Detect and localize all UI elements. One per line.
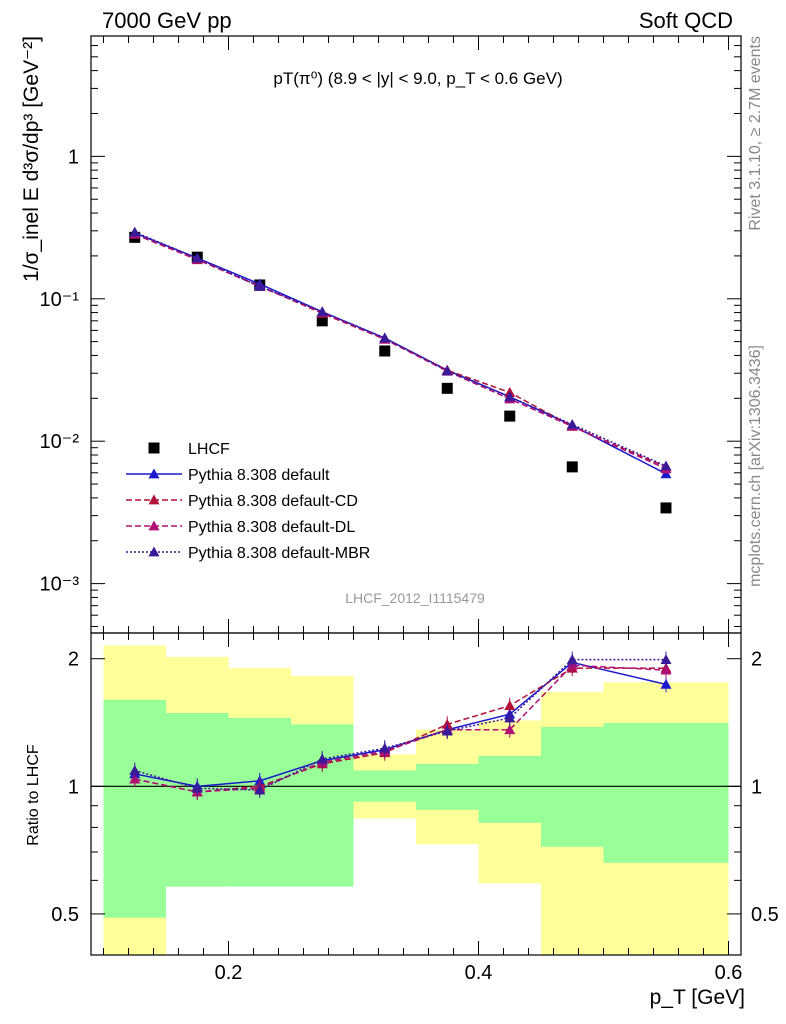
legend-marker	[148, 520, 160, 531]
header-right: Soft QCD	[639, 8, 733, 33]
data-point	[316, 315, 328, 327]
header-left: 7000 GeV pp	[102, 8, 232, 33]
series-3	[129, 228, 672, 474]
ratio-point	[379, 742, 391, 753]
data-point	[379, 332, 391, 343]
ratio-y-tick-label-right: 2	[751, 649, 762, 671]
ratio-point	[254, 784, 266, 795]
data-point	[441, 365, 453, 376]
ratio-point	[191, 782, 203, 793]
inner-band	[478, 755, 541, 823]
x-axis-label: p_T [GeV]	[650, 986, 745, 1009]
main-title: pT(π⁰) (8.9 < |y| < 9.0, p_T < 0.6 GeV)	[273, 69, 562, 88]
side-label-top: Rivet 3.1.10, ≥ 2.7M events	[747, 36, 764, 231]
x-tick-label: 0.4	[465, 962, 493, 984]
ratio-point	[316, 753, 328, 764]
ratio-y-tick-label-right: 1	[751, 776, 762, 798]
ratio-point	[566, 654, 578, 665]
legend-item: Pythia 8.308 default	[126, 467, 330, 484]
series-4	[129, 226, 672, 471]
ratio-point	[129, 773, 141, 784]
x-tick-label: 0.2	[215, 962, 243, 984]
legend-marker	[148, 442, 160, 454]
y-tick-label: 10⁻³	[40, 574, 80, 596]
inner-band	[291, 724, 354, 887]
series-line	[134, 232, 667, 475]
legend-item: Pythia 8.308 default-CD	[126, 493, 358, 510]
legend-label: Pythia 8.308 default	[188, 467, 330, 484]
main-frame	[90, 35, 742, 634]
legend-marker	[148, 494, 160, 505]
data-point	[379, 345, 391, 357]
y-tick-label: 10⁻²	[40, 431, 80, 453]
data-point	[660, 460, 672, 471]
ratio-panel: 0.5 0.5 1 1 2 2 0.2 0.4 0.6	[51, 632, 779, 984]
main-ylabel: 1/σ_inel E d³σ/dp³ [GeV⁻²]	[20, 36, 43, 282]
inner-band	[228, 717, 291, 887]
data-point	[504, 391, 516, 402]
data-point	[660, 502, 672, 514]
legend-item: Pythia 8.308 default-DL	[126, 519, 355, 536]
data-point	[316, 306, 328, 317]
legend: LHCF Pythia 8.308 default Pythia 8.308 def…	[126, 441, 370, 562]
legend-label: LHCF	[188, 441, 230, 458]
y-tick-label: 1	[68, 146, 79, 168]
inner-band	[103, 699, 166, 918]
series-line	[134, 233, 667, 470]
data-point	[504, 410, 516, 422]
ratio-y-tick-label-right: 0.5	[751, 904, 779, 926]
ratio-point	[441, 725, 453, 736]
ratio-point	[660, 654, 672, 665]
x-tick-label: 0.6	[715, 962, 743, 984]
inner-band	[603, 723, 729, 863]
legend-label: Pythia 8.308 default-CD	[188, 493, 358, 510]
ratio-frame	[90, 632, 742, 956]
data-point	[191, 252, 203, 263]
data-point	[254, 280, 266, 291]
data-point	[129, 226, 141, 237]
ratio-point	[504, 724, 516, 735]
data-point	[566, 461, 578, 473]
data-point	[566, 418, 578, 429]
legend-label: Pythia 8.308 default-MBR	[188, 545, 370, 562]
legend-item: Pythia 8.308 default-MBR	[126, 545, 370, 562]
y-tick-label: 10⁻¹	[40, 289, 80, 311]
watermark: LHCF_2012_I1115479	[345, 590, 485, 606]
ratio-y-tick-label: 0.5	[51, 904, 79, 926]
data-point	[660, 468, 672, 479]
ratio-point	[504, 700, 516, 711]
ratio-point	[660, 678, 672, 689]
side-label-bottom: mcplots.cern.ch [arXiv:1306.3436]	[747, 345, 764, 587]
ratio-y-tick-label: 2	[68, 649, 79, 671]
ratio-point	[504, 712, 516, 723]
ratio-ylabel: Ratio to LHCF	[25, 744, 42, 846]
data-point	[441, 382, 453, 394]
legend-marker	[148, 546, 160, 557]
main-panel: 10⁻³ 10⁻² 10⁻¹ 1	[40, 35, 742, 634]
ratio-point	[660, 664, 672, 675]
legend-marker	[148, 468, 160, 479]
ratio-series-3	[129, 651, 672, 799]
legend-label: Pythia 8.308 default-DL	[188, 519, 355, 536]
ratio-y-tick-label: 1	[68, 776, 79, 798]
ratio-point	[129, 764, 141, 775]
legend-item: LHCF	[148, 441, 230, 458]
